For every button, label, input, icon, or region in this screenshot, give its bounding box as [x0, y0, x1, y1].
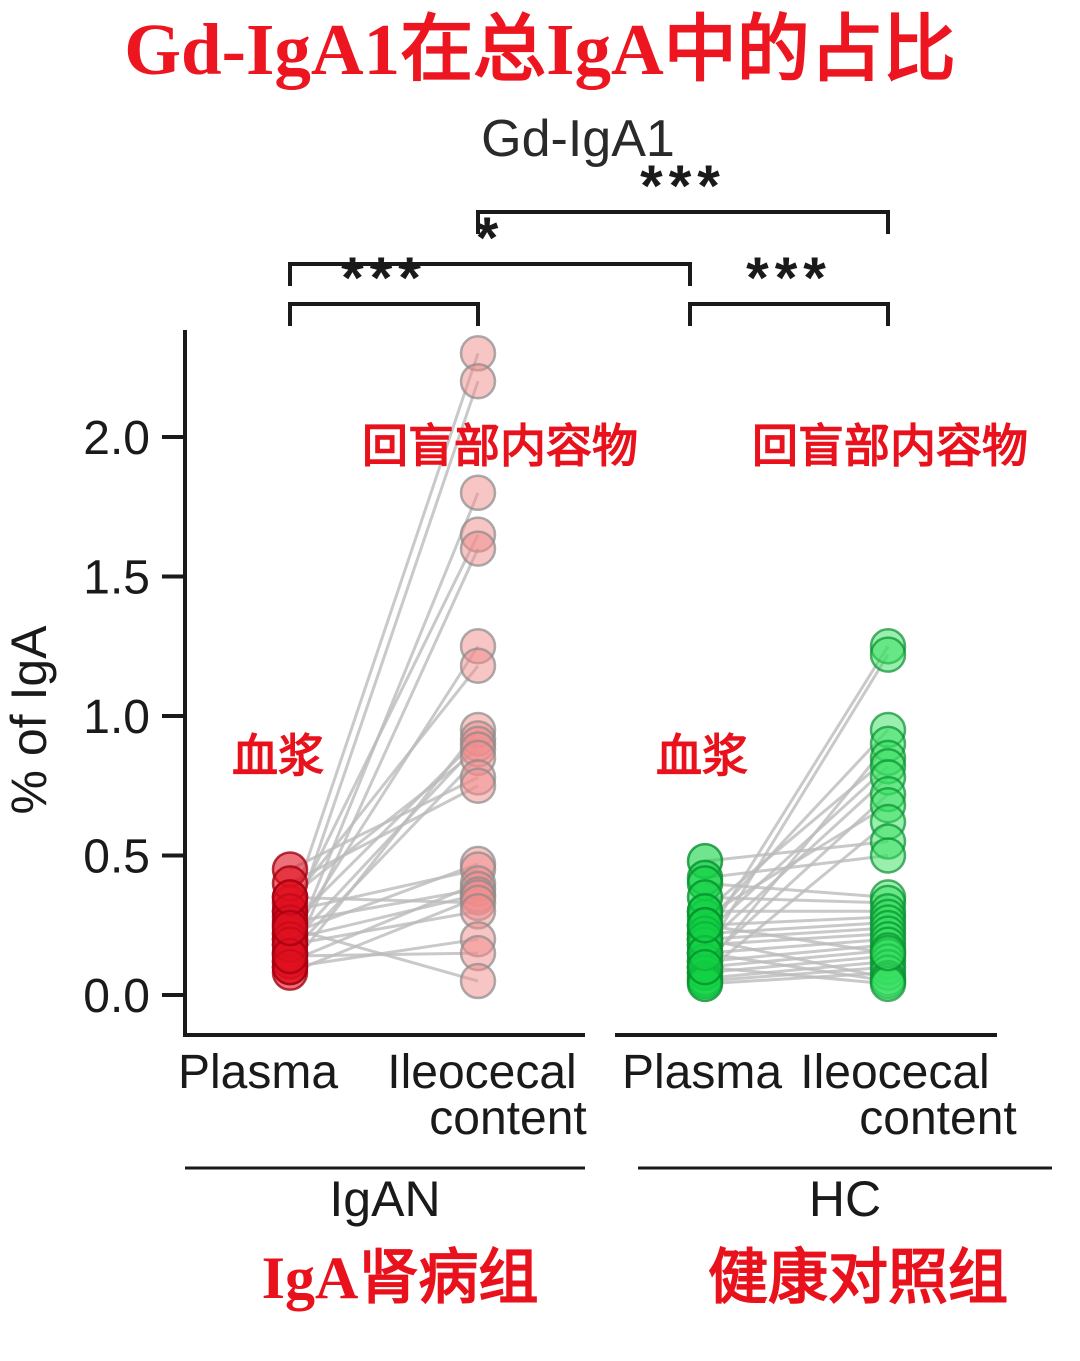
- data-point-content: [459, 963, 497, 1000]
- x-tick-hc-content: content: [859, 1092, 1016, 1145]
- data-point-content: [459, 647, 497, 685]
- pair-line: [704, 840, 889, 863]
- pair-line: [704, 821, 889, 975]
- group-label-igan-cn: IgA肾病组: [262, 1245, 539, 1311]
- pair-line: [288, 645, 480, 941]
- pair-line: [289, 887, 479, 925]
- pair-line: [289, 868, 479, 914]
- pair-line: [703, 729, 890, 927]
- pair-line: [288, 743, 480, 947]
- pair-line: [704, 882, 889, 900]
- pair-line: [288, 737, 480, 927]
- data-point-plasma: [686, 907, 724, 944]
- data-point-content: [869, 935, 907, 972]
- sig-label-igan-plasma-vs-content: ***: [341, 246, 427, 311]
- pair-line: [289, 896, 479, 975]
- y-tick-label: 1.0: [83, 691, 150, 744]
- data-point-content: [459, 474, 497, 512]
- pair-line: [704, 921, 889, 936]
- pair-line: [704, 926, 889, 941]
- bracket-hc-plasma-vs-content: [688, 302, 890, 327]
- axes: 0.0 0.5 1.0 1.5 2.0: [83, 330, 1052, 1170]
- data-point-content: [869, 965, 907, 1003]
- pair-line: [703, 645, 890, 941]
- paired-dot-plot: 0.0 0.5 1.0 1.5 2.0 Gd-IgA1 *** * *** *** % …: [1, 110, 1052, 1311]
- pair-line: [704, 938, 889, 981]
- x-tick-hc-plasma: Plasma: [622, 1046, 782, 1099]
- bracket-igan-vs-hc: [288, 262, 692, 287]
- annotation-plasma-hc: 血浆: [656, 731, 748, 782]
- data-point-content: [869, 837, 907, 875]
- annotation-ileocecal-content-hc: 回盲部内容物: [752, 421, 1028, 472]
- y-tick-label: 0.0: [83, 970, 150, 1023]
- pair-line: [704, 915, 889, 928]
- data-point-plasma: [271, 879, 309, 916]
- pair-line: [703, 654, 890, 955]
- pair-line: [288, 534, 480, 918]
- data-point-plasma: [271, 910, 309, 947]
- annotation-plasma-igan: 血浆: [232, 731, 324, 782]
- group-label-hc-cn: 健康对照组: [708, 1245, 1008, 1311]
- pair-line: [703, 793, 890, 963]
- pair-line: [704, 924, 889, 955]
- data-point-plasma: [686, 949, 724, 986]
- y-axis-label: % of IgA: [1, 625, 57, 815]
- pair-line: [289, 926, 479, 983]
- pair-line: [704, 960, 889, 981]
- data-point-content: [459, 363, 497, 400]
- x-tick-igan-content: content: [429, 1092, 586, 1145]
- y-tick-label: 2.0: [83, 412, 150, 465]
- annotation-ileocecal-content-igan: 回盲部内容物: [362, 421, 638, 472]
- page-title: Gd-IgA1在总IgA中的占比: [124, 9, 956, 90]
- pair-line: [704, 951, 889, 983]
- pair-line: [704, 854, 889, 880]
- pair-line: [288, 665, 480, 905]
- significance-brackets: [288, 210, 890, 327]
- data-point-content: [459, 767, 497, 805]
- pair-line: [289, 776, 479, 872]
- pair-lines: [288, 353, 890, 986]
- y-tick-label: 1.5: [83, 552, 150, 605]
- pair-line: [288, 353, 480, 913]
- x-tick-igan-ileocecal: Ileocecal: [387, 1046, 576, 1099]
- pair-line: [289, 784, 479, 886]
- pair-line: [704, 896, 889, 905]
- data-point-content: [459, 530, 497, 568]
- sig-label-igan-content-vs-hc-content: ***: [640, 154, 726, 219]
- x-tick-igan-plasma: Plasma: [178, 1046, 338, 1099]
- group-label-hc: HC: [809, 1171, 881, 1227]
- pair-line: [704, 965, 889, 986]
- sig-label-hc-plasma-vs-content: ***: [746, 246, 832, 311]
- pair-line: [704, 971, 889, 986]
- x-tick-hc-ileocecal: Ileocecal: [800, 1046, 989, 1099]
- pair-line: [288, 381, 480, 935]
- data-points: [271, 335, 907, 1003]
- pair-line: [289, 910, 479, 947]
- bracket-igan-content-vs-hc-content: [476, 210, 890, 235]
- sig-label-igan-vs-hc: *: [476, 206, 505, 271]
- bracket-igan-plasma-vs-content: [288, 302, 480, 327]
- y-tick-label: 0.5: [83, 831, 150, 884]
- data-point-content: [869, 636, 907, 674]
- chart-subtitle: Gd-IgA1: [481, 110, 675, 168]
- pair-line: [704, 938, 889, 955]
- pair-line: [289, 882, 479, 964]
- group-label-igan: IgAN: [329, 1171, 440, 1227]
- pair-line: [289, 896, 479, 905]
